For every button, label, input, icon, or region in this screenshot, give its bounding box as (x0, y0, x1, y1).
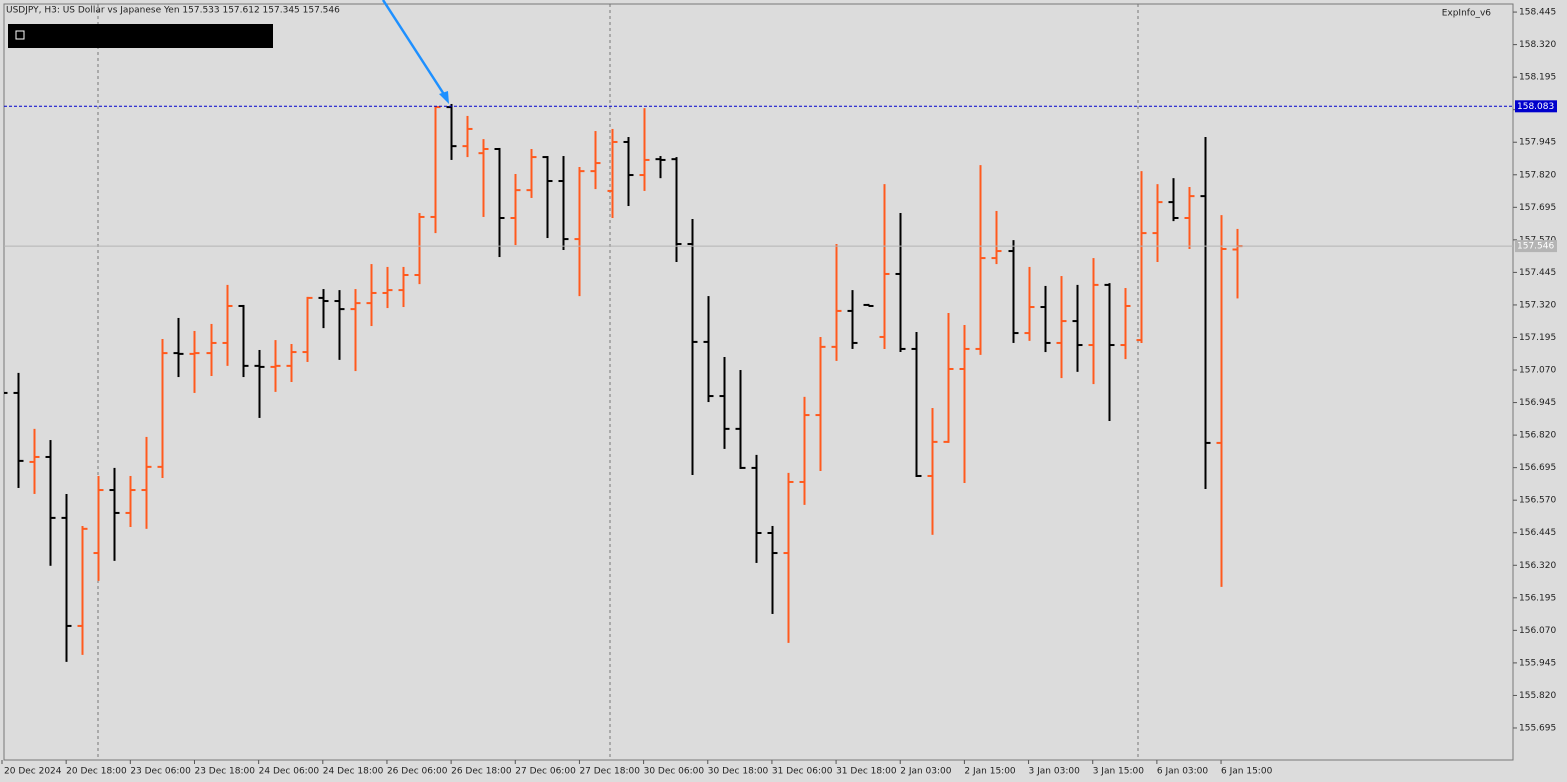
y-tick-label: 158.445 (1519, 8, 1556, 18)
y-tick-label: 156.320 (1519, 561, 1556, 571)
x-tick-label: 27 Dec 06:00 (515, 767, 576, 777)
x-tick-label: 26 Dec 18:00 (451, 767, 512, 777)
plot-frame (3, 3, 1514, 761)
plot (4, 103, 1243, 662)
indicator-label: ExpInfo_v6 (1442, 9, 1492, 19)
info-panel[interactable] (8, 24, 273, 48)
y-tick-label: 157.445 (1519, 268, 1556, 278)
y-tick-label: 157.195 (1519, 333, 1556, 343)
y-tick-label: 156.820 (1519, 431, 1556, 441)
y-tick-label: 157.070 (1519, 366, 1556, 376)
x-tick-label: 3 Jan 15:00 (1093, 767, 1145, 777)
chart-title: USDJPY, H3: US Dollar vs Japanese Yen 15… (6, 6, 340, 16)
y-tick-label: 158.195 (1519, 73, 1556, 83)
y-tick-label: 157.695 (1519, 203, 1556, 213)
y-tick-label: 157.945 (1519, 138, 1556, 148)
y-tick-label: 156.070 (1519, 626, 1556, 636)
x-tick-label: 24 Dec 06:00 (259, 767, 320, 777)
y-tick-label: 156.945 (1519, 398, 1556, 408)
price-label-box (1515, 100, 1557, 113)
y-tick-label: 155.945 (1519, 658, 1556, 668)
y-tick-label: 157.320 (1519, 300, 1556, 310)
x-tick-label: 23 Dec 18:00 (194, 767, 255, 777)
arrow-annotation (381, 0, 449, 100)
x-tick-label: 20 Dec 18:00 (66, 767, 127, 777)
x-tick-label: 20 Dec 2024 (4, 767, 62, 777)
x-tick-label: 30 Dec 18:00 (708, 767, 769, 777)
x-tick-label: 6 Jan 03:00 (1157, 767, 1209, 777)
x-tick-label: 24 Dec 18:00 (323, 767, 384, 777)
x-tick-label: 31 Dec 18:00 (836, 767, 897, 777)
y-tick-label: 155.820 (1519, 691, 1556, 701)
x-tick-label: 2 Jan 03:00 (900, 767, 952, 777)
y-tick-label: 158.320 (1519, 40, 1556, 50)
x-tick-label: 30 Dec 06:00 (644, 767, 705, 777)
x-tick-label: 31 Dec 06:00 (772, 767, 833, 777)
price-label: 158.083 (1517, 102, 1554, 112)
y-tick-label: 156.195 (1519, 593, 1556, 603)
x-tick-label: 3 Jan 03:00 (1029, 767, 1081, 777)
price-label-box (1515, 240, 1557, 253)
x-tick-label: 26 Dec 06:00 (387, 767, 448, 777)
y-tick-label: 156.445 (1519, 528, 1556, 538)
y-tick-label: 155.695 (1519, 723, 1556, 733)
panel-icon[interactable] (15, 30, 25, 40)
x-tick-label: 6 Jan 15:00 (1221, 767, 1273, 777)
y-tick-label: 157.820 (1519, 170, 1556, 180)
arrow-head (439, 91, 449, 104)
x-tick-label: 27 Dec 18:00 (579, 767, 640, 777)
price-label: 157.546 (1517, 242, 1554, 252)
y-tick-label: 156.695 (1519, 463, 1556, 473)
x-tick-label: 2 Jan 15:00 (964, 767, 1016, 777)
y-tick-label: 156.570 (1519, 496, 1556, 506)
x-tick-label: 23 Dec 06:00 (130, 767, 191, 777)
